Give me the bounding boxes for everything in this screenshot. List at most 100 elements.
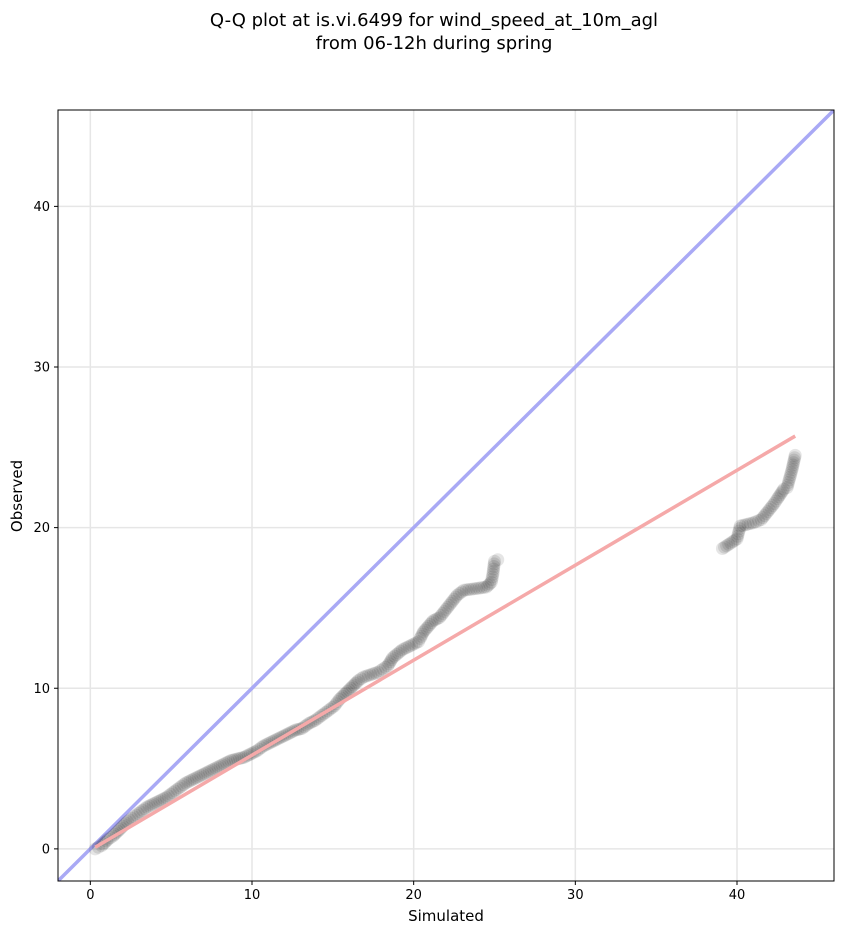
identity-reference-line (58, 110, 834, 881)
qq-point (761, 505, 775, 519)
qq-point (786, 460, 800, 474)
x-axis-label: Simulated (408, 907, 484, 925)
qq-point (395, 643, 409, 657)
x-axis-ticks: 0 10 20 30 40 (86, 881, 745, 903)
qq-point (455, 585, 469, 599)
qq-point (785, 463, 799, 477)
qq-point (127, 810, 141, 824)
qq-point (149, 796, 163, 810)
qq-point (220, 756, 234, 770)
y-tick-label: 0 (42, 842, 50, 857)
qq-point (733, 522, 747, 536)
x-tick-label: 20 (405, 888, 422, 903)
qq-point (783, 470, 797, 484)
qq-point (464, 582, 478, 596)
qq-point (488, 554, 501, 568)
qq-point (780, 480, 794, 494)
qq-point (741, 517, 755, 531)
qq-point (142, 799, 156, 813)
qq-point (357, 670, 371, 684)
qq-point (131, 807, 145, 821)
qq-point (398, 642, 412, 656)
qq-point (776, 484, 790, 498)
qq-point (770, 492, 784, 506)
qq-point (347, 678, 361, 692)
qq-point (129, 808, 143, 822)
qq-point (754, 513, 768, 527)
qq-point (151, 795, 165, 809)
qq-point (444, 596, 458, 610)
x-tick-label: 10 (244, 888, 261, 903)
qq-point (481, 578, 495, 592)
qq-point (424, 616, 438, 630)
qq-point (382, 657, 396, 671)
qq-point (428, 613, 442, 627)
qq-point (342, 683, 356, 697)
qq-point (766, 499, 780, 513)
qq-point (479, 580, 493, 594)
qq-point (388, 649, 402, 663)
qq-point (472, 581, 486, 595)
qq-point (414, 629, 428, 643)
qq-point (413, 631, 427, 645)
qq-point (749, 515, 763, 529)
qq-point (420, 621, 434, 635)
qq-point (784, 465, 798, 479)
qq-point (764, 501, 778, 515)
qq-point (486, 567, 500, 581)
qq-point (457, 583, 471, 597)
y-axis-ticks: 0 10 20 30 40 (33, 200, 58, 857)
qq-point (157, 792, 171, 806)
qq-point (386, 651, 400, 665)
qq-point (434, 609, 448, 623)
qq-point (207, 762, 221, 776)
qq-point (486, 565, 500, 579)
qq-point (213, 759, 227, 773)
qq-point (140, 800, 154, 814)
qq-point (383, 655, 397, 669)
qq-point (198, 766, 212, 780)
x-tick-label: 40 (729, 888, 746, 903)
qq-point (447, 592, 461, 606)
qq-point (205, 763, 219, 777)
qq-point (164, 787, 178, 801)
qq-point (732, 524, 746, 538)
qq-point (125, 811, 139, 825)
y-tick-label: 10 (33, 682, 50, 697)
qq-point (772, 490, 786, 504)
qq-point (421, 619, 435, 633)
qq-point (773, 488, 787, 502)
qq-point (209, 761, 223, 775)
qq-point (722, 537, 736, 551)
y-tick-label: 40 (33, 200, 50, 215)
qq-point (418, 623, 432, 637)
qq-point (487, 557, 501, 571)
grid-lines (58, 110, 834, 881)
qq-point (376, 662, 390, 676)
qq-point (177, 778, 191, 792)
qq-point (781, 478, 795, 492)
qq-point (366, 667, 380, 681)
qq-point (185, 773, 199, 787)
qq-point (384, 653, 398, 667)
qq-point (371, 665, 385, 679)
qq-point (174, 779, 188, 793)
qq-point (724, 536, 738, 550)
qq-point (736, 518, 750, 532)
qq-point (452, 586, 466, 600)
qq-point (483, 577, 497, 591)
qq-point (487, 559, 501, 573)
qq-point (196, 767, 210, 781)
qq-point (390, 648, 404, 662)
qq-point (423, 618, 437, 632)
qq-point (183, 774, 197, 788)
qq-point (172, 781, 186, 795)
qq-point (381, 659, 395, 673)
y-tick-label: 30 (33, 361, 50, 376)
qq-point (426, 614, 440, 628)
qq-point (731, 527, 745, 541)
qq-point (441, 600, 455, 614)
qq-point (364, 668, 378, 682)
qq-point (407, 637, 421, 651)
qq-point (788, 451, 802, 465)
